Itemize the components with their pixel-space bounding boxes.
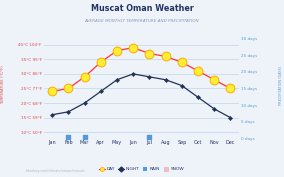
Text: TEMPERATURE (°C/°F): TEMPERATURE (°C/°F) bbox=[1, 66, 5, 104]
Legend: DAY, NIGHT, RAIN, SNOW: DAY, NIGHT, RAIN, SNOW bbox=[97, 165, 187, 173]
Point bbox=[147, 52, 152, 55]
Point bbox=[66, 136, 71, 139]
Text: Muscat Oman Weather: Muscat Oman Weather bbox=[91, 4, 193, 13]
Point bbox=[163, 55, 168, 58]
Text: AVERAGE MONTHLY TEMPERATURE AND PRECIPITATION: AVERAGE MONTHLY TEMPERATURE AND PRECIPIT… bbox=[85, 19, 199, 23]
Point bbox=[228, 87, 233, 90]
Text: hikerbay.com/climate/oman/muscat: hikerbay.com/climate/oman/muscat bbox=[26, 169, 85, 173]
Point bbox=[50, 90, 55, 93]
Point bbox=[66, 87, 71, 90]
Point bbox=[82, 75, 87, 78]
Point bbox=[196, 70, 200, 72]
Point bbox=[147, 136, 152, 139]
Point bbox=[82, 136, 87, 139]
Point bbox=[99, 61, 103, 64]
Point bbox=[131, 46, 135, 49]
Point bbox=[115, 49, 119, 52]
Point bbox=[212, 78, 216, 81]
Text: PRECIPITATION (DAYS): PRECIPITATION (DAYS) bbox=[279, 65, 283, 105]
Point bbox=[179, 61, 184, 64]
